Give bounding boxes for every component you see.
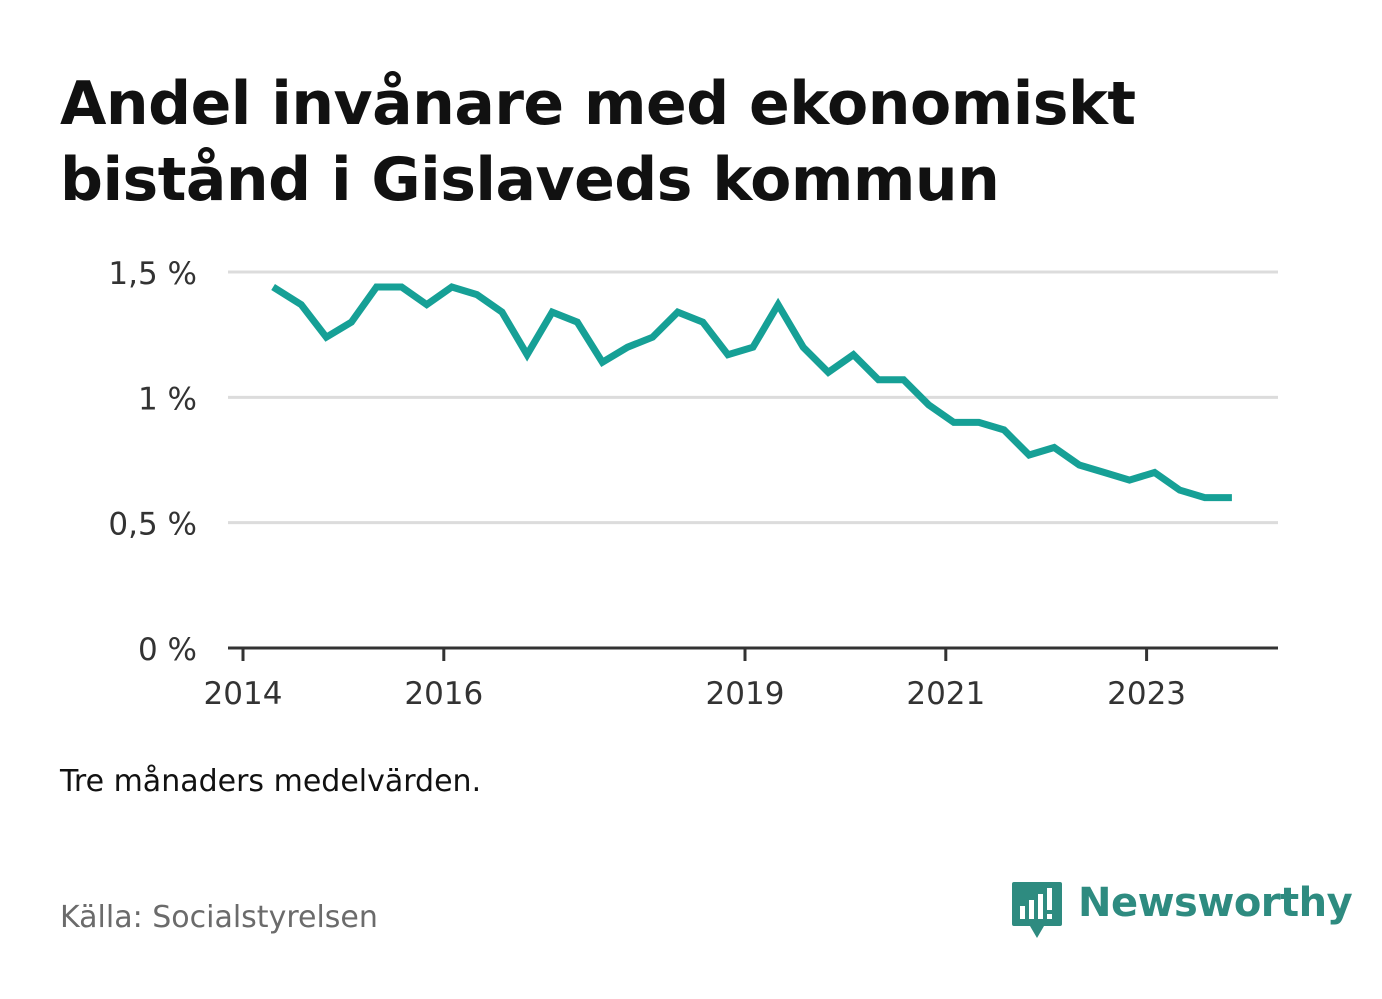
- data-point: [875, 376, 882, 383]
- data-point: [574, 319, 581, 326]
- data-point: [674, 309, 681, 316]
- data-point: [775, 301, 782, 308]
- data-point: [950, 419, 957, 426]
- data-point: [925, 401, 932, 408]
- x-axis: 2014 2016 2019 2021 2023: [204, 646, 1278, 712]
- data-point: [398, 284, 405, 291]
- data-point: [1176, 487, 1183, 494]
- data-point: [1201, 494, 1208, 501]
- data-point: [1026, 451, 1033, 458]
- data-point: [348, 319, 355, 326]
- data-point: [373, 284, 380, 291]
- source-text: Källa: Socialstyrelsen: [60, 900, 378, 935]
- grid-lines: [228, 270, 1278, 525]
- chart-note: Tre månaders medelvärden.: [60, 764, 482, 799]
- y-tick-label: 0,5 %: [108, 507, 197, 543]
- data-point: [624, 344, 631, 351]
- data-point: [1001, 426, 1008, 433]
- x-tick-label: 2021: [906, 676, 985, 712]
- data-point: [900, 376, 907, 383]
- data-point: [270, 284, 277, 291]
- newsworthy-logo-icon: [1012, 882, 1062, 938]
- series-line: [271, 283, 1232, 502]
- data-point: [448, 284, 455, 291]
- data-point: [800, 344, 807, 351]
- y-tick-label: 1,5 %: [108, 256, 197, 292]
- series-group: [270, 283, 1235, 502]
- data-point: [1076, 462, 1083, 469]
- brand-name: Newsworthy: [1078, 880, 1353, 926]
- data-point: [499, 309, 506, 316]
- data-point: [699, 319, 706, 326]
- x-tick-label: 2023: [1107, 676, 1186, 712]
- data-point: [423, 301, 430, 308]
- data-point: [549, 309, 556, 316]
- chart-title: Andel invånare med ekonomiskt bistånd i …: [60, 69, 1136, 215]
- data-point: [975, 419, 982, 426]
- y-tick-label: 0 %: [138, 632, 197, 668]
- data-point: [850, 351, 857, 358]
- data-point: [1126, 477, 1133, 484]
- data-point: [750, 344, 757, 351]
- data-point: [473, 291, 480, 298]
- data-point: [599, 359, 606, 366]
- data-point: [1228, 494, 1235, 501]
- x-tick-label: 2019: [706, 676, 785, 712]
- data-point: [724, 351, 731, 358]
- y-axis-tick-labels: 0 % 0,5 % 1 % 1,5 %: [108, 256, 197, 668]
- data-point: [1151, 469, 1158, 476]
- x-tick-label: 2014: [204, 676, 283, 712]
- data-point: [825, 369, 832, 376]
- x-tick-label: 2016: [404, 676, 483, 712]
- data-point: [1051, 444, 1058, 451]
- data-point: [649, 334, 656, 341]
- data-point: [1101, 469, 1108, 476]
- brand-logo[interactable]: Newsworthy: [1010, 880, 1353, 940]
- y-tick-label: 1 %: [138, 381, 197, 417]
- data-point: [524, 351, 531, 358]
- data-point: [298, 301, 305, 308]
- data-point: [323, 334, 330, 341]
